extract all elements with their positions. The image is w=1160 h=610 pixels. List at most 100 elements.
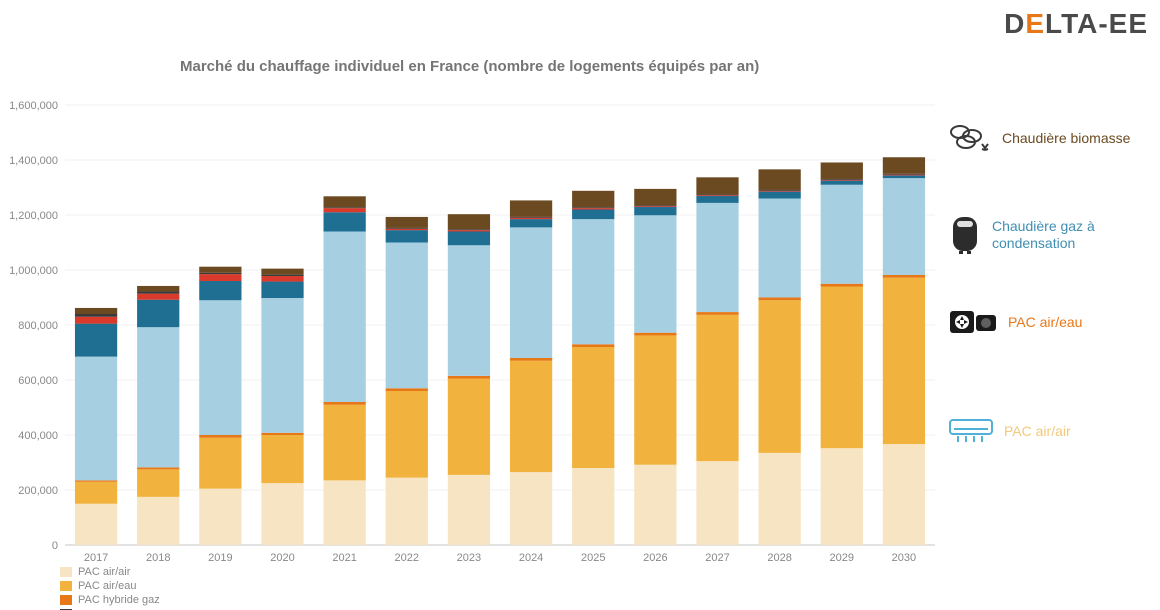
bar-pac_air_air-2019	[199, 489, 241, 545]
bar-gaz_cond-2024	[510, 227, 552, 358]
bar-pac_hybride-2028	[759, 298, 801, 301]
bar-gaz_cond-2027	[696, 203, 738, 312]
bar-pac_air_eau-2019	[199, 438, 241, 489]
bar-gaz_cond-2017	[75, 357, 117, 481]
bar-gaz_noncond-2021	[324, 212, 366, 231]
bar-pac_hybride-2018	[137, 467, 179, 469]
split-icon	[948, 418, 994, 444]
legend-text: PAC air/eau	[78, 580, 137, 592]
bar-gaz_noncond-2024	[510, 219, 552, 227]
side-legend-label: PAC air/eau	[1008, 314, 1082, 331]
bar-fioul_noncond-2020	[261, 275, 303, 276]
bar-gaz_noncond-2017	[75, 324, 117, 357]
bar-pac_air_eau-2022	[386, 391, 428, 478]
bar-biomasse-2018	[137, 286, 179, 292]
legend-row-1: PAC air/eau	[60, 579, 243, 592]
bar-pac_air_eau-2024	[510, 361, 552, 472]
bar-pac_air_air-2023	[448, 475, 490, 545]
svg-text:1,000,000: 1,000,000	[10, 265, 58, 277]
bar-gaz_noncond-2022	[386, 230, 428, 242]
legend-swatch	[60, 581, 72, 591]
bar-pac_air_air-2020	[261, 483, 303, 545]
side-legend-item-1: Chaudière gaz àcondensation	[948, 215, 1095, 255]
bar-biomasse-2022	[386, 217, 428, 228]
bar-fioul_cond-2020	[261, 276, 303, 282]
svg-text:2021: 2021	[332, 552, 356, 564]
svg-text:800,000: 800,000	[18, 320, 58, 332]
svg-text:2017: 2017	[84, 552, 108, 564]
svg-text:200,000: 200,000	[18, 485, 58, 497]
svg-text:2018: 2018	[146, 552, 170, 564]
logs-icon	[948, 120, 992, 156]
svg-text:2023: 2023	[457, 552, 481, 564]
bar-pac_hybride-2026	[634, 333, 676, 336]
bar-fioul_noncond-2026	[634, 205, 676, 206]
bar-pac_hybride-2024	[510, 358, 552, 361]
svg-text:2024: 2024	[519, 552, 543, 564]
bar-fioul_noncond-2025	[572, 207, 614, 208]
bar-pac_air_eau-2023	[448, 379, 490, 475]
bar-gaz_noncond-2030	[883, 175, 925, 178]
logo-pre: D	[1004, 8, 1025, 39]
bar-pac_hybride-2023	[448, 376, 490, 379]
svg-text:1,200,000: 1,200,000	[10, 210, 58, 222]
bar-pac_air_air-2018	[137, 497, 179, 545]
bar-fioul_cond-2024	[510, 218, 552, 219]
brand-logo: DELTA-EE	[1004, 8, 1148, 40]
bar-fioul_noncond-2019	[199, 273, 241, 274]
legend-text: PAC air/air	[78, 566, 130, 578]
bar-fioul_cond-2018	[137, 294, 179, 300]
svg-text:2019: 2019	[208, 552, 232, 564]
svg-text:0: 0	[52, 540, 58, 552]
bar-pac_hybride-2030	[883, 275, 925, 278]
chart-title: Marché du chauffage individuel en France…	[180, 58, 759, 75]
bar-pac_air_air-2025	[572, 468, 614, 545]
bar-biomasse-2017	[75, 308, 117, 314]
bar-biomasse-2020	[261, 269, 303, 275]
bar-gaz_cond-2030	[883, 178, 925, 275]
bar-gaz_noncond-2027	[696, 196, 738, 203]
bar-gaz_cond-2022	[386, 243, 428, 389]
bar-pac_hybride-2025	[572, 344, 614, 347]
svg-text:1,400,000: 1,400,000	[10, 155, 58, 167]
bar-fioul_noncond-2024	[510, 217, 552, 218]
bar-gaz_noncond-2020	[261, 282, 303, 299]
bar-fioul_cond-2019	[199, 274, 241, 281]
bar-biomasse-2023	[448, 214, 490, 229]
bar-pac_hybride-2019	[199, 435, 241, 438]
svg-text:2020: 2020	[270, 552, 294, 564]
bar-fioul_noncond-2023	[448, 229, 490, 230]
bar-pac_air_air-2029	[821, 448, 863, 545]
logo-post: LTA-EE	[1045, 8, 1148, 39]
legend-text: PAC hybride gaz	[78, 594, 160, 606]
legend-swatch	[60, 595, 72, 605]
bar-fioul_cond-2023	[448, 230, 490, 231]
svg-text:2025: 2025	[581, 552, 605, 564]
bar-pac_air_eau-2018	[137, 469, 179, 497]
bar-fioul_noncond-2017	[75, 314, 117, 317]
bar-gaz_noncond-2019	[199, 281, 241, 300]
bar-fioul_noncond-2028	[759, 190, 801, 191]
bar-pac_air_eau-2030	[883, 278, 925, 444]
bar-pac_air_eau-2026	[634, 335, 676, 464]
bar-fioul_cond-2029	[821, 180, 863, 181]
bar-gaz_noncond-2018	[137, 300, 179, 328]
bar-pac_air_eau-2027	[696, 315, 738, 461]
bar-pac_air_air-2030	[883, 444, 925, 545]
bar-fioul_cond-2026	[634, 206, 676, 207]
bar-pac_hybride-2017	[75, 480, 117, 481]
bar-pac_air_air-2017	[75, 504, 117, 545]
bar-biomasse-2025	[572, 191, 614, 208]
bar-fioul_noncond-2027	[696, 194, 738, 195]
bar-biomasse-2026	[634, 189, 676, 206]
bar-biomasse-2019	[199, 267, 241, 273]
legend-row-2: PAC hybride gaz	[60, 593, 243, 606]
bar-fioul_cond-2030	[883, 175, 925, 176]
bar-biomasse-2027	[696, 177, 738, 194]
bar-fioul_cond-2017	[75, 317, 117, 324]
bar-pac_air_eau-2020	[261, 435, 303, 483]
bar-pac_hybride-2022	[386, 388, 428, 391]
legend-swatch	[60, 567, 72, 577]
bar-gaz_noncond-2028	[759, 192, 801, 199]
side-legend-item-2: PAC air/eau	[948, 305, 1082, 339]
